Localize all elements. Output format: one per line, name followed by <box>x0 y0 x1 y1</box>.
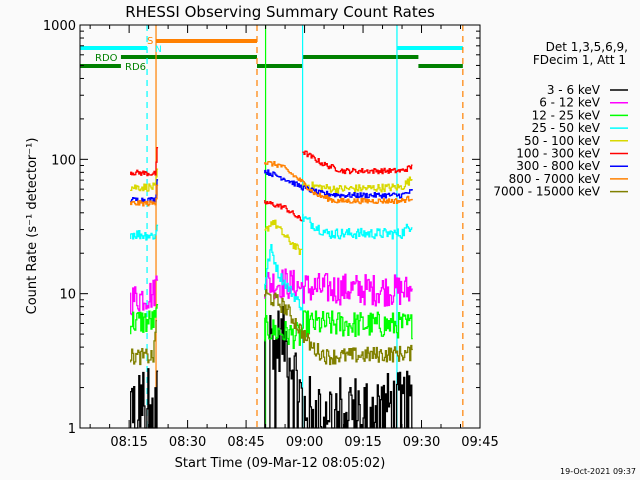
x-tick-label: 09:30 <box>403 435 440 450</box>
series-line-0 <box>130 368 159 429</box>
series-line-5 <box>302 150 413 175</box>
chart-title: RHESSI Observing Summary Count Rates <box>125 3 435 21</box>
series-line-6 <box>264 169 413 199</box>
series-line-7 <box>130 184 159 207</box>
y-tick-label: 1000 <box>43 19 76 34</box>
legend-label: 3 - 6 keV <box>547 83 601 97</box>
legend-label: 800 - 7000 keV <box>509 172 601 186</box>
x-tick-label: 09:00 <box>286 435 323 450</box>
series-line-1 <box>264 268 413 307</box>
flag-label-s: S <box>147 36 153 47</box>
y-tick-label: 10 <box>59 288 76 303</box>
series-line-3 <box>302 213 413 240</box>
y-axis-label: Count Rate (s⁻¹ detector⁻¹) <box>25 138 40 315</box>
legend-label: 50 - 100 keV <box>524 134 601 148</box>
series-line-8 <box>130 319 157 366</box>
x-tick-label: 09:15 <box>344 435 381 450</box>
plot-area <box>80 25 464 429</box>
legend-label: 100 - 300 keV <box>516 147 600 161</box>
series-line-5 <box>264 200 303 222</box>
legend: Det 1,3,5,6,9, FDecim 1, Att 1 3 - 6 keV… <box>493 40 628 199</box>
legend-label: 7000 - 15000 keV <box>493 185 600 199</box>
series-line-3 <box>130 224 159 241</box>
series-line-0 <box>264 306 413 429</box>
series-line-4 <box>302 176 413 194</box>
legend-label: 300 - 800 keV <box>516 159 600 173</box>
series-line-3 <box>264 243 303 311</box>
legend-label: 6 - 12 keV <box>539 96 601 110</box>
flag-label-rd6: RD6 <box>125 62 146 73</box>
series-line-8 <box>264 289 413 366</box>
series-line-1 <box>130 275 159 316</box>
x-tick-label: 09:45 <box>461 435 498 450</box>
x-tick-label: 08:45 <box>227 435 264 450</box>
footer-timestamp: 19-Oct-2021 09:37 <box>560 467 636 476</box>
series-line-5 <box>130 146 159 177</box>
legend-header-1: Det 1,3,5,6,9, <box>546 40 628 54</box>
flag-label-rdo: RDO <box>95 53 118 64</box>
y-tick-label: 1 <box>68 422 76 437</box>
flag-note-label: N <box>155 45 162 55</box>
legend-header-2: FDecim 1, Att 1 <box>533 53 626 67</box>
x-tick-label: 08:30 <box>169 435 206 450</box>
series-line-4 <box>264 219 303 256</box>
legend-label: 12 - 25 keV <box>532 108 601 122</box>
y-tick-label: 100 <box>51 153 76 168</box>
x-tick-label: 08:15 <box>110 435 147 450</box>
x-axis-label: Start Time (09-Mar-12 08:05:02) <box>175 456 386 471</box>
plot-frame <box>79 24 481 429</box>
legend-label: 25 - 50 keV <box>532 121 601 135</box>
series-line-2 <box>130 303 159 335</box>
series-line-7 <box>264 160 413 205</box>
series-line-2 <box>264 310 413 349</box>
series-line-4 <box>130 168 159 192</box>
